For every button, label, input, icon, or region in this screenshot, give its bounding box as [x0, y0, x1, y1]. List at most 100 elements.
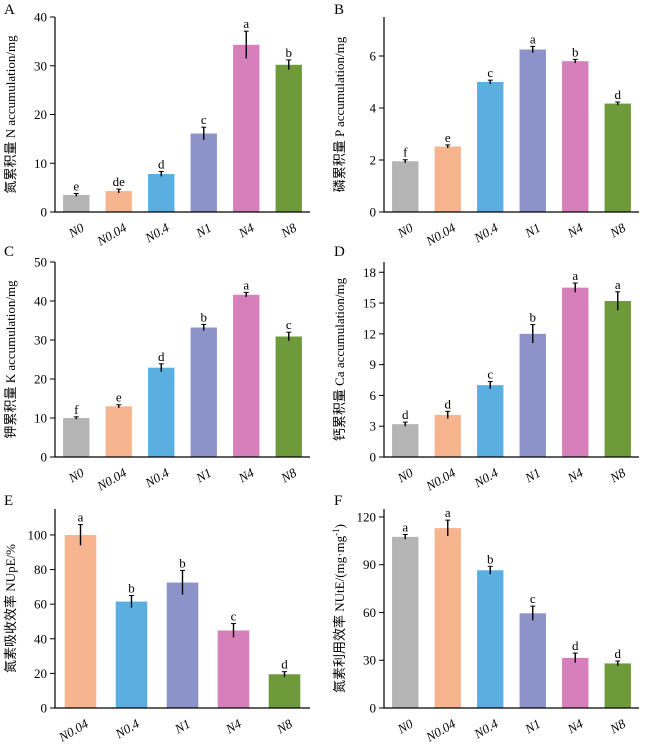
x-tick-label: N1 [522, 716, 544, 737]
x-tick-label: N0.4 [471, 220, 501, 246]
bar [64, 534, 97, 708]
bar [190, 327, 217, 457]
y-axis-label: 氮素利用效率 NUtE/(mg·mg-1) [331, 524, 347, 693]
bar [63, 418, 90, 457]
x-tick-label: N4 [564, 220, 586, 241]
significance-letter: a [445, 505, 451, 520]
y-tick-label: 20 [34, 107, 47, 122]
significance-letter: a [530, 31, 536, 46]
y-tick-label: 0 [41, 701, 48, 716]
y-axis-label: 钾累积量 K accumulation/mg [3, 280, 18, 439]
x-tick-label: N0.04 [93, 465, 129, 494]
y-axis-label-main: 氮素利用效率 NUtE/(mg·mg [332, 535, 347, 693]
panel-a: Ae N0 de N0.04 d N0.4 c N1 a N4 b N8 0 10 20 30 40 氮累积量 N… [3, 2, 310, 249]
panel-letter: F [334, 493, 342, 509]
bar [275, 64, 302, 213]
x-tick-label: N0 [65, 465, 87, 486]
significance-letter: f [403, 145, 408, 160]
y-axis-label-sup: -1 [331, 528, 341, 536]
y-tick-label: 0 [41, 450, 48, 465]
significance-letter: b [572, 44, 579, 59]
significance-letter: b [530, 310, 537, 325]
axis-frame [54, 17, 310, 213]
y-tick-label: 18 [363, 265, 376, 280]
y-tick-label: 120 [357, 509, 377, 524]
panel-letter: B [334, 2, 344, 18]
significance-letter: c [487, 65, 493, 80]
axis-frame [383, 17, 639, 213]
significance-letter: b [179, 555, 186, 570]
y-tick-label: 90 [363, 557, 376, 572]
bar [604, 663, 631, 708]
y-axis-label: 氮素吸收效率 NUpE/% [3, 544, 18, 673]
x-tick-label: N8 [278, 220, 300, 241]
y-tick-label: 40 [34, 10, 47, 25]
significance-letter: d [572, 638, 579, 653]
x-tick-label: N0.04 [55, 716, 91, 745]
x-tick-label: N0.4 [471, 716, 501, 742]
panel-c: Cf N0 e N0.04 d N0.4 b N1 a N4 c N8 0 10 20 30 40 50 钾累积量 … [3, 244, 310, 494]
x-tick-label: N8 [607, 220, 629, 241]
x-tick-label: N0.04 [93, 220, 129, 249]
significance-letter: c [530, 591, 536, 606]
x-tick-label: N4 [222, 716, 244, 737]
y-tick-label: 40 [34, 294, 47, 309]
x-tick-label: N0 [394, 716, 416, 737]
y-axis-label: 钙累积量 Ca accumulation/mg [332, 277, 347, 441]
y-tick-label: 6 [370, 49, 377, 64]
axis-frame [383, 509, 639, 709]
bar [434, 146, 461, 212]
bar [148, 367, 175, 457]
significance-letter: d [158, 157, 165, 172]
y-tick-label: 9 [370, 357, 377, 372]
bar [604, 103, 631, 212]
bar [105, 191, 132, 212]
y-tick-label: 10 [34, 411, 47, 426]
x-tick-label: N0.04 [422, 220, 458, 249]
bar [434, 414, 461, 457]
y-tick-label: 12 [363, 326, 376, 341]
bar [233, 294, 260, 457]
y-tick-label: 30 [34, 58, 47, 73]
bar [268, 674, 301, 708]
panel-letter: C [4, 244, 14, 260]
significance-letter: c [487, 367, 493, 382]
panel-e: Ea N0.04 b N0.4 b N1 c N4 d N8 0 20 40 60 80 100 氮素吸收效率 … [3, 493, 310, 745]
y-axis-label: 磷累积量 P accumulation/mg [332, 36, 347, 192]
x-tick-label: N8 [273, 716, 295, 737]
y-tick-label: 0 [41, 205, 48, 220]
x-tick-label: N4 [564, 716, 586, 737]
x-tick-label: N4 [564, 465, 586, 486]
x-tick-label: N1 [193, 220, 215, 241]
y-tick-label: 10 [34, 156, 47, 171]
y-tick-label: 4 [370, 101, 377, 116]
bar [190, 133, 217, 212]
y-tick-label: 20 [34, 372, 47, 387]
significance-letter: a [78, 510, 84, 525]
x-tick-label: N1 [193, 465, 215, 486]
significance-letter: c [201, 112, 207, 127]
bar [562, 287, 589, 457]
significance-letter: d [281, 657, 288, 672]
significance-letter: de [113, 174, 126, 189]
bar [477, 570, 504, 708]
bar [148, 173, 175, 212]
x-tick-label: N0.4 [112, 716, 142, 742]
bar [392, 536, 419, 708]
y-tick-label: 6 [370, 388, 377, 403]
significance-letter: c [231, 609, 237, 624]
bar [477, 82, 504, 212]
x-tick-label: N8 [607, 716, 629, 737]
x-tick-label: N0 [394, 220, 416, 241]
significance-letter: d [445, 396, 452, 411]
significance-letter: e [445, 130, 451, 145]
bar [275, 336, 302, 457]
panel-f: Fa N0 a N0.04 b N0.4 c N1 d N4 d N8 0 30 60 90 120 氮素利用效率… [331, 493, 639, 745]
significance-letter: a [615, 277, 621, 292]
x-tick-label: N1 [522, 465, 544, 486]
panel-d: Dd N0 d N0.04 c N0.4 b N1 a N4 a N8 0 3 6 9 12 15 18 钙累积量 C… [332, 244, 639, 494]
bar [392, 424, 419, 457]
x-tick-label: N1 [171, 716, 193, 737]
bar [115, 601, 148, 708]
axis-frame [54, 262, 310, 458]
